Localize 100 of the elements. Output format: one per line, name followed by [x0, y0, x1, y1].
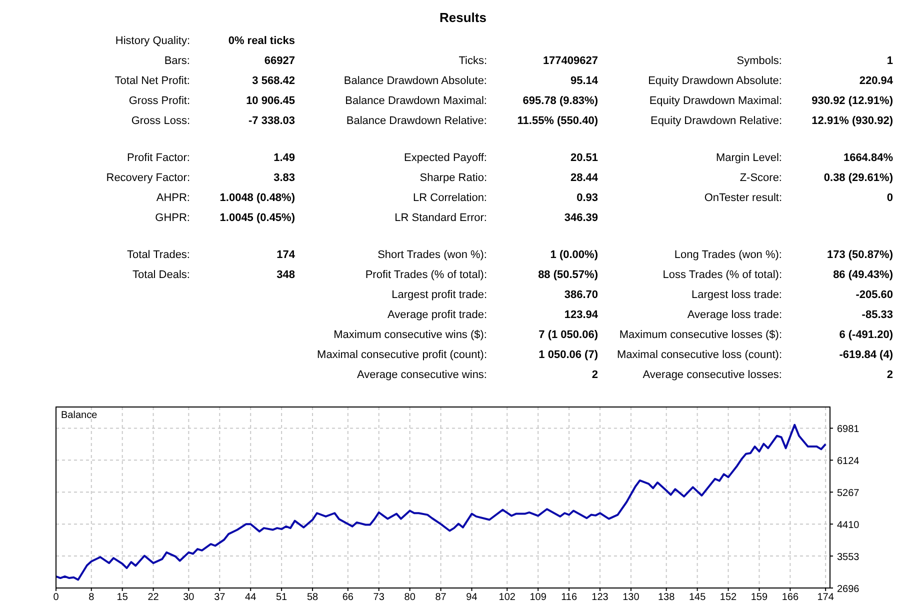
- text: 6 (-491.20): [839, 329, 894, 341]
- text: 0: [886, 192, 893, 204]
- x-tick-label: 80: [404, 592, 416, 603]
- x-tick-label: 166: [782, 592, 799, 603]
- text: 66927: [264, 55, 295, 67]
- line-series: [55, 424, 827, 581]
- text: 3.83: [274, 172, 295, 184]
- text: Bars:: [164, 55, 190, 67]
- text: GHPR:: [155, 212, 190, 224]
- x-tick-label: 0: [53, 592, 60, 603]
- text: 11.55% (550.40): [517, 115, 598, 127]
- text: 1.49: [274, 152, 295, 164]
- text: 1.0045 (0.45%): [220, 212, 296, 224]
- text: Gross Profit:: [128, 95, 190, 107]
- text: Sharpe Ratio:: [420, 172, 487, 184]
- x-tick-label: 152: [720, 592, 738, 603]
- text: 10 906.45: [246, 95, 295, 107]
- x-tick-label: 37: [214, 592, 226, 603]
- x-tick-label: 44: [245, 592, 257, 603]
- text: OnTester result:: [704, 192, 782, 204]
- text: Ticks:: [458, 55, 487, 67]
- x-tick-label: 94: [466, 592, 478, 603]
- text: 88 (50.57%): [538, 269, 598, 281]
- text: Maximum consecutive losses ($):: [619, 329, 782, 341]
- x-tick-label: 58: [306, 592, 319, 603]
- text: History Quality:: [115, 35, 190, 47]
- text: Maximal consecutive profit (count):: [317, 349, 487, 361]
- x-tick-label: 102: [498, 592, 516, 603]
- text: 12.91% (930.92): [812, 115, 894, 127]
- text: Largest loss trade:: [692, 289, 782, 301]
- x-tick-label: 73: [373, 592, 385, 603]
- text: 930.92 (12.91%): [812, 95, 894, 107]
- text: 177409627: [542, 55, 598, 67]
- text: 123.94: [564, 309, 599, 321]
- text: -205.60: [856, 289, 893, 301]
- text: -85.33: [862, 309, 893, 321]
- x-tick-label: 109: [530, 592, 547, 603]
- text: AHPR:: [156, 192, 190, 204]
- text: Profit Trades (% of total):: [365, 269, 487, 281]
- text: 20.51: [570, 152, 598, 164]
- text: 0.38 (29.61%): [824, 172, 894, 184]
- x-tick-label: 8: [88, 592, 95, 603]
- text: 1.0048 (0.48%): [220, 192, 296, 204]
- text: Gross Loss:: [131, 115, 190, 127]
- x-tick-label: 30: [183, 592, 195, 603]
- text: 348: [276, 269, 295, 281]
- text: Average consecutive wins:: [356, 369, 487, 381]
- x-tick-label: 15: [116, 592, 128, 603]
- text: 86 (49.43%): [833, 269, 894, 281]
- text: Margin Level:: [716, 152, 782, 164]
- text: 3 568.42: [252, 75, 295, 87]
- text: 0.93: [576, 192, 598, 204]
- text: Total Trades:: [127, 249, 190, 261]
- text: -7 338.03: [248, 115, 295, 127]
- text: Long Trades (won %):: [674, 249, 782, 261]
- text: Balance: [61, 410, 98, 421]
- text: Balance Drawdown Absolute:: [344, 75, 487, 87]
- text: -619.84 (4): [839, 349, 894, 361]
- text: 2: [886, 369, 893, 381]
- x-tick-label: 159: [750, 592, 768, 603]
- x-tick-label: 51: [276, 592, 288, 603]
- text: Balance Drawdown Maximal:: [345, 95, 487, 107]
- text: 346.39: [564, 212, 598, 224]
- text: 1664.84%: [843, 152, 894, 164]
- text: Expected Payoff:: [404, 152, 487, 164]
- text: 220.94: [859, 75, 894, 87]
- text: 1 050.06 (7): [538, 349, 598, 361]
- x-tick-label: 87: [435, 592, 447, 603]
- y-tick-label: 6124: [837, 456, 860, 468]
- y-tick-label: 6981: [837, 424, 860, 436]
- y-tick-label: 3553: [837, 552, 860, 564]
- text: Profit Factor:: [127, 152, 190, 164]
- text: 174: [276, 249, 296, 261]
- y-tick-label: 2696: [837, 584, 860, 595]
- text: Z-Score:: [740, 172, 782, 184]
- x-tick-label: 123: [592, 592, 609, 603]
- text: Total Net Profit:: [114, 75, 190, 87]
- text: Recovery Factor:: [106, 172, 190, 184]
- text: Maximal consecutive loss (count):: [616, 349, 782, 361]
- text: 386.70: [564, 289, 598, 301]
- text: Equity Drawdown Absolute:: [648, 75, 782, 87]
- text: 2: [592, 369, 598, 381]
- text: Equity Drawdown Relative:: [650, 115, 782, 127]
- text: Maximum consecutive wins ($):: [334, 329, 487, 341]
- text: Short Trades (won %):: [378, 249, 487, 261]
- x-tick-label: 130: [622, 592, 640, 603]
- text: Total Deals:: [132, 269, 190, 281]
- x-tick-label: 22: [148, 592, 160, 603]
- text: 173 (50.87%): [826, 249, 894, 261]
- x-tick-label: 116: [561, 592, 578, 603]
- text: Average consecutive losses:: [642, 369, 782, 381]
- text: Largest profit trade:: [392, 289, 487, 301]
- text: Results: [440, 10, 486, 25]
- text: 695.78 (9.83%): [522, 95, 598, 107]
- text: Average profit trade:: [388, 309, 487, 321]
- x-tick-label: 145: [688, 592, 706, 603]
- x-tick-label: 66: [342, 592, 354, 603]
- x-tick-label: 138: [658, 592, 676, 603]
- text: LR Correlation:: [413, 192, 487, 204]
- text: 7 (1 050.06): [538, 329, 598, 341]
